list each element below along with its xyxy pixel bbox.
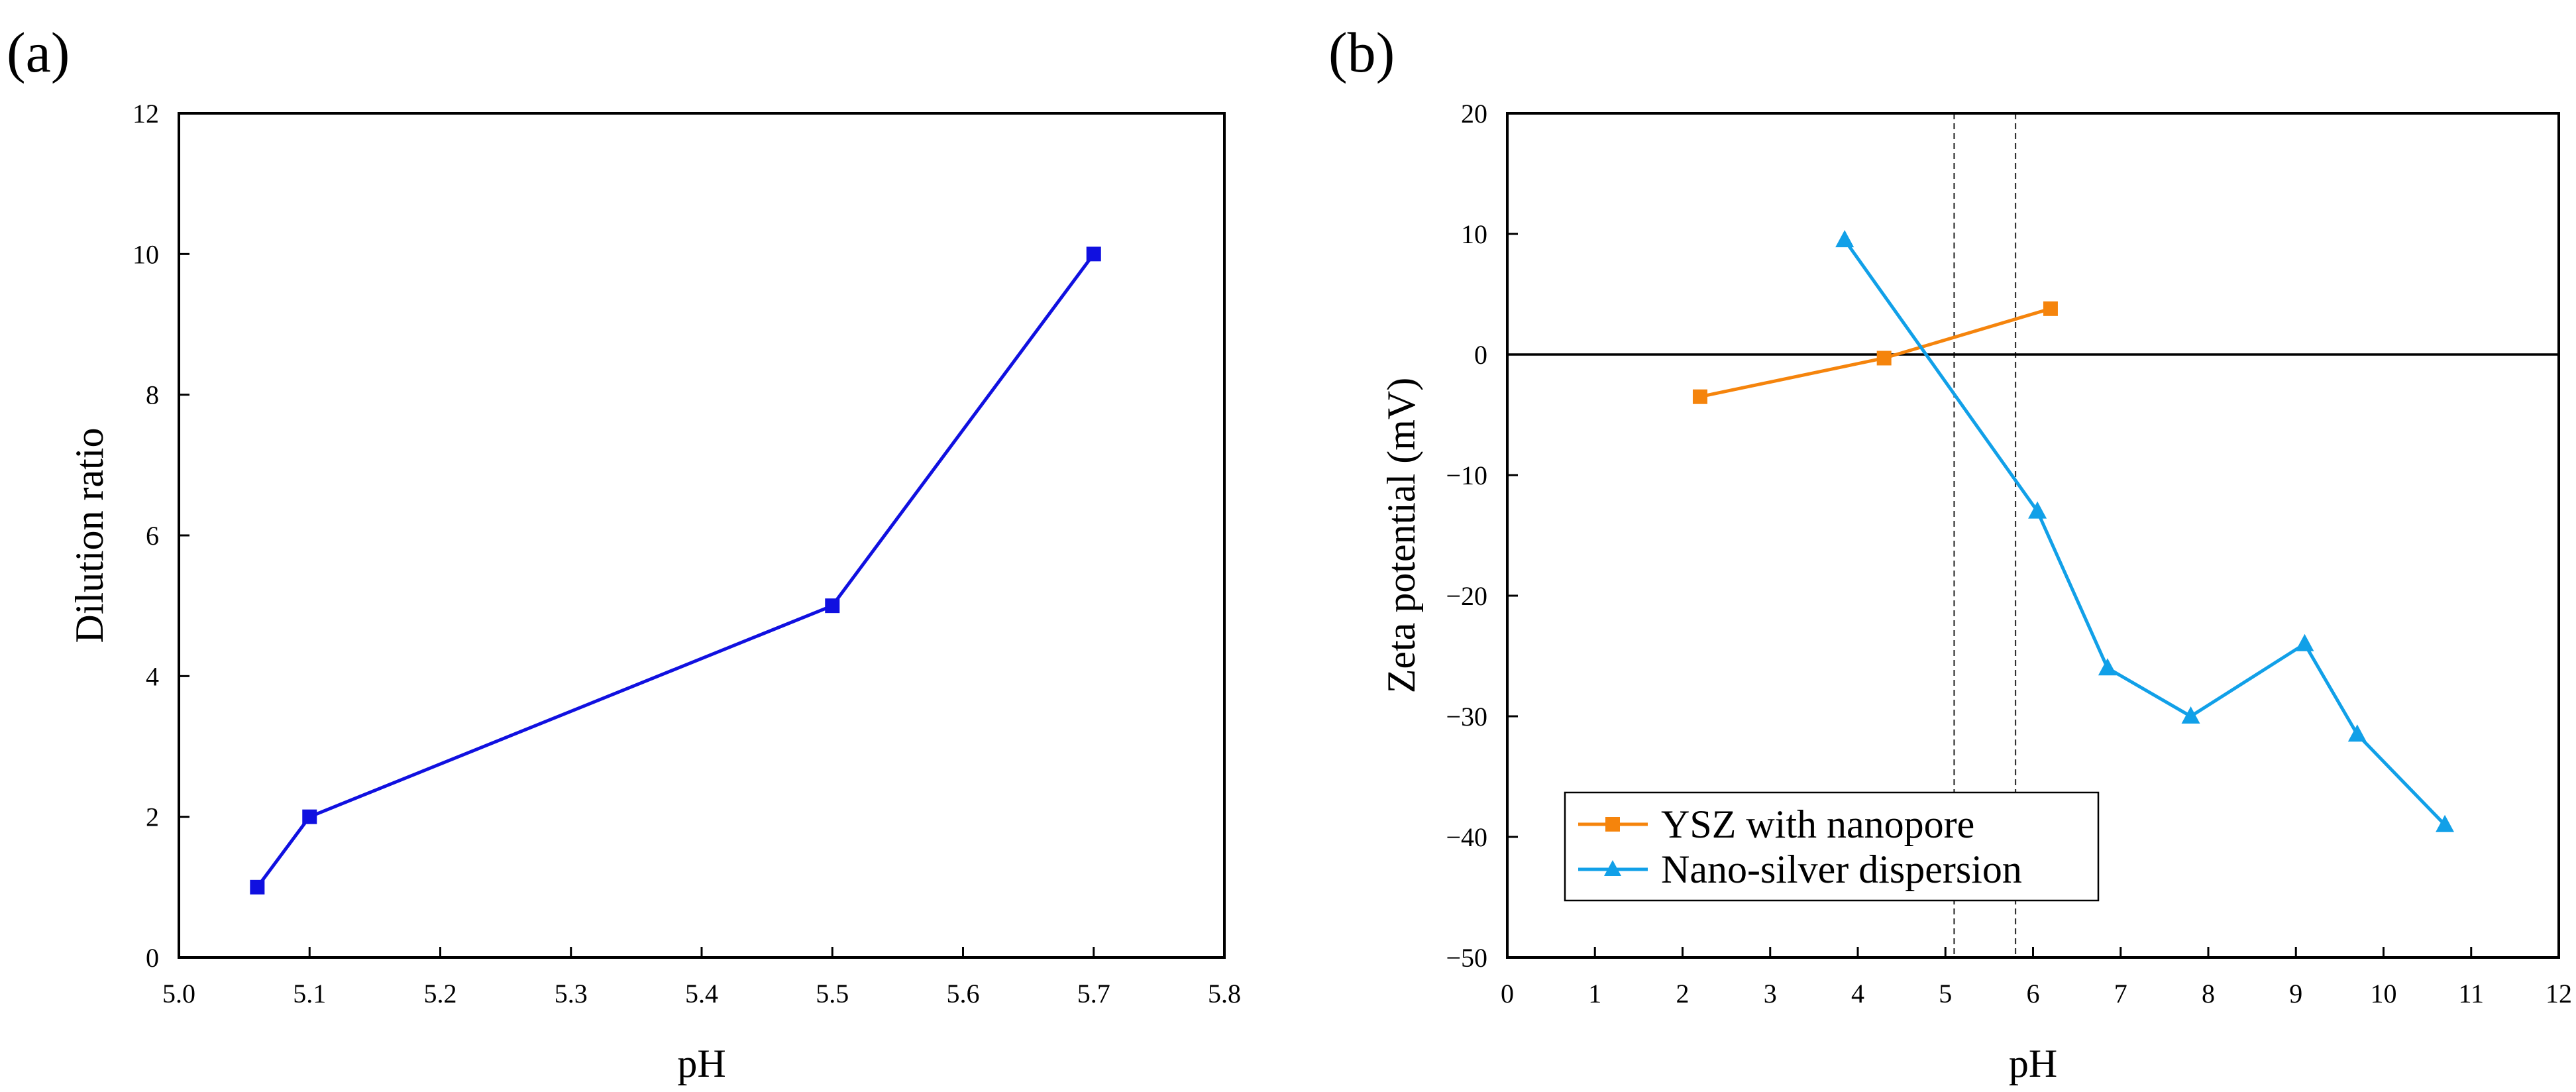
x-axis-title: pH — [677, 1042, 725, 1085]
data-point-square — [302, 809, 317, 824]
x-tick-label: 5.0 — [162, 979, 195, 1009]
y-tick-label: −10 — [1446, 461, 1487, 490]
y-tick-label: 10 — [133, 239, 159, 269]
legend-box — [1564, 791, 2100, 902]
x-tick-label: 8 — [2202, 979, 2215, 1009]
legend-label: YSZ with nanopore — [1661, 802, 1974, 846]
data-point-triangle — [2347, 724, 2367, 742]
data-point-triangle — [2436, 814, 2455, 832]
x-tick-label: 7 — [2114, 979, 2127, 1009]
y-tick-label: −50 — [1446, 943, 1487, 973]
data-point-square — [250, 879, 265, 895]
panel-b-zeta-chart: (b)0 1 2 3 4 5 6 7 8 9 10 11 1220100−10−20−30−40−50p… — [1328, 21, 2572, 1085]
y-tick-label: 4 — [146, 661, 159, 691]
legend-item: Nano-silver dispersion — [1578, 847, 2022, 891]
panel-label: (a) — [7, 21, 70, 84]
x-tick-label: 5.2 — [424, 979, 457, 1009]
y-tick-label: 0 — [146, 943, 159, 973]
y-tick-label: 20 — [1461, 99, 1487, 129]
data-point-triangle — [1835, 230, 1854, 248]
x-tick-label: 4 — [1851, 979, 1864, 1009]
x-tick-label: 5 — [1939, 979, 1952, 1009]
data-point-triangle — [2028, 501, 2047, 519]
data-point-square — [1086, 246, 1101, 262]
series-nano-silver-dispersion — [1835, 230, 2455, 832]
y-axis-title: Dilution ratio — [68, 428, 111, 643]
x-tick-label: 6 — [2027, 979, 2040, 1009]
y-tick-label: −40 — [1446, 822, 1487, 852]
data-point-square — [1692, 389, 1707, 404]
y-tick-label: 12 — [133, 99, 159, 129]
x-tick-label: 10 — [2371, 979, 2397, 1009]
legend-marker-triangle — [1604, 860, 1621, 876]
data-point-square — [1876, 351, 1892, 366]
data-point-square — [825, 598, 840, 614]
x-tick-label: 5.6 — [947, 979, 980, 1009]
series-line — [256, 252, 1095, 889]
y-tick-label: 6 — [146, 521, 159, 551]
legend-marker-square — [1605, 817, 1620, 832]
x-tick-label: 5.4 — [685, 979, 718, 1009]
legend-label: Nano-silver dispersion — [1661, 847, 2022, 891]
y-tick-label: 0 — [1474, 340, 1487, 370]
x-tick-label: 5.7 — [1077, 979, 1110, 1009]
x-tick-label: 2 — [1676, 979, 1690, 1009]
x-tick-label: 9 — [2289, 979, 2302, 1009]
x-axis-title: pH — [2009, 1042, 2057, 1085]
y-tick-label: 8 — [146, 380, 159, 410]
y-tick-label: 10 — [1461, 219, 1487, 249]
data-point-triangle — [2181, 706, 2200, 724]
x-tick-label: 5.5 — [816, 979, 849, 1009]
series-dilution-ratio — [250, 246, 1101, 895]
panel-a-dilution-chart: (a) 5.0 5.1 5.2 5.3 5.4 5.5 5.6 5.7 5.8 0 2 4 6 8 10 12 p… — [7, 21, 1241, 1085]
x-tick-label: 5.8 — [1208, 979, 1241, 1009]
series-ysz-with-nanopore — [1692, 301, 2058, 404]
data-point-triangle — [2098, 658, 2117, 676]
data-point-square — [2043, 301, 2058, 316]
y-tick-label: 2 — [146, 802, 159, 832]
x-tick-label: 3 — [1764, 979, 1777, 1009]
x-tick-label: 12 — [2546, 979, 2572, 1009]
panel-label: (b) — [1328, 21, 1395, 84]
x-tick-label: 5.1 — [293, 979, 326, 1009]
x-tick-label: 0 — [1501, 979, 1514, 1009]
x-tick-label: 11 — [2458, 979, 2484, 1009]
y-tick-label: −20 — [1446, 581, 1487, 611]
x-tick-label: 5.3 — [555, 979, 588, 1009]
y-tick-label: −30 — [1446, 702, 1487, 732]
data-point-triangle — [2295, 633, 2314, 651]
legend-item: YSZ with nanopore — [1578, 802, 1974, 846]
y-axis-title: Zeta potential (mV) — [1379, 378, 1423, 693]
x-tick-label: 1 — [1588, 979, 1601, 1009]
